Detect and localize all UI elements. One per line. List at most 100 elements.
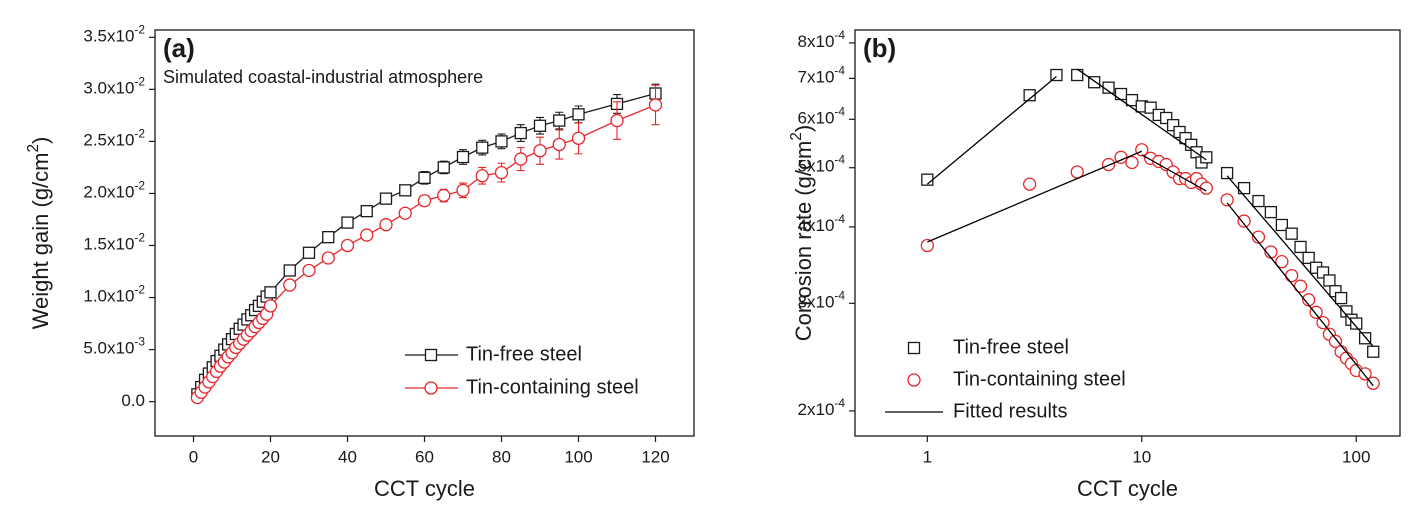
- marker-circle: [1293, 279, 1308, 293]
- marker-circle: [920, 238, 934, 253]
- marker-square: [418, 171, 431, 184]
- x-tick-label: 80: [492, 447, 511, 466]
- y-axis-label: Weight gain (g/cm2): [25, 137, 53, 330]
- x-tick-label: 100: [564, 447, 592, 466]
- marker-square: [514, 126, 527, 140]
- marker-square: [1367, 345, 1380, 358]
- marker-circle: [475, 169, 489, 183]
- marker-circle: [1275, 254, 1289, 269]
- marker-square: [437, 161, 450, 174]
- marker-circle: [1309, 305, 1323, 319]
- marker-square: [1302, 251, 1315, 265]
- marker-circle: [494, 165, 509, 180]
- x-tick-label: 1: [923, 447, 932, 466]
- marker-circle: [1328, 334, 1343, 348]
- marker-square: [379, 192, 393, 205]
- y-tick-label: 3.0x10-2: [83, 74, 145, 97]
- y-tick-label: 5.0x10-3: [83, 335, 145, 358]
- marker-square: [1144, 101, 1157, 114]
- marker-circle: [456, 183, 470, 197]
- marker-square: [1125, 93, 1139, 107]
- y-tick-label: 2x10-4: [798, 396, 846, 419]
- marker-circle: [417, 194, 432, 208]
- y-tick-label: 8x10-4: [798, 28, 846, 51]
- y-tick-label: 2.0x10-2: [83, 179, 145, 202]
- legend-label: Tin-containing steel: [953, 368, 1126, 390]
- marker-square: [495, 135, 508, 148]
- marker-circle: [1237, 214, 1251, 228]
- marker-square: [1252, 194, 1265, 208]
- y-tick-label: 2.5x10-2: [83, 127, 145, 150]
- legend-label: Fitted results: [953, 400, 1067, 422]
- x-tick-label: 60: [415, 447, 434, 466]
- marker-square: [1220, 166, 1234, 180]
- marker-circle: [437, 188, 451, 203]
- marker-square: [1264, 205, 1278, 219]
- annotation: Simulated coastal-industrial atmosphere: [163, 67, 483, 87]
- marker-square: [283, 264, 296, 277]
- y-tick-label: 1.0x10-2: [83, 283, 145, 306]
- y-tick-label: 1.5x10-2: [83, 231, 145, 254]
- marker-square: [424, 348, 438, 362]
- x-tick-label: 40: [338, 447, 357, 466]
- marker-square: [322, 231, 335, 244]
- marker-circle: [321, 251, 335, 265]
- marker-circle: [424, 381, 438, 395]
- marker-circle: [1022, 177, 1037, 191]
- marker-square: [1275, 218, 1289, 232]
- y-axis-label: Corrosion rate (g/cm2): [788, 125, 816, 341]
- marker-square: [1237, 181, 1251, 195]
- marker-circle: [1220, 193, 1234, 207]
- marker-circle: [379, 218, 393, 232]
- y-tick-label: 6x10-4: [798, 104, 846, 127]
- panel-label: (a): [163, 33, 195, 63]
- marker-square: [1050, 68, 1063, 82]
- marker-square: [302, 246, 316, 259]
- marker-circle: [398, 206, 412, 220]
- y-tick-label: 3x10-4: [798, 288, 846, 311]
- x-tick-label: 100: [1342, 447, 1370, 466]
- marker-circle: [302, 263, 316, 278]
- marker-square: [1160, 111, 1173, 125]
- fit-line: [926, 68, 1374, 387]
- marker-square: [1294, 240, 1307, 254]
- marker-square: [360, 204, 373, 218]
- x-tick-label: 10: [1132, 447, 1151, 466]
- marker-square: [476, 141, 489, 154]
- marker-square: [1358, 332, 1372, 345]
- marker-circle: [360, 228, 374, 242]
- marker-square: [1200, 151, 1213, 164]
- marker-square: [1334, 291, 1348, 305]
- marker-square: [1088, 76, 1101, 89]
- marker-circle: [907, 373, 921, 387]
- marker-circle: [1366, 376, 1380, 390]
- marker-circle: [571, 131, 586, 145]
- marker-circle: [610, 113, 624, 128]
- y-tick-label: 4x10-4: [798, 212, 846, 235]
- x-tick-label: 120: [641, 447, 669, 466]
- plot-frame: [154, 29, 695, 437]
- y-tick-label: 0.0: [121, 391, 145, 410]
- marker-circle: [340, 238, 355, 253]
- plot-frame: [854, 29, 1401, 437]
- marker-square: [1023, 89, 1036, 102]
- x-axis-label: CCT cycle: [374, 476, 475, 501]
- legend-label: Tin-free steel: [466, 343, 582, 365]
- marker-square: [907, 341, 921, 355]
- marker-square: [1166, 118, 1180, 132]
- x-tick-label: 20: [261, 447, 280, 466]
- marker-square: [264, 286, 277, 299]
- marker-circle: [263, 299, 278, 313]
- panel-label: (b): [863, 33, 896, 63]
- marker-square: [1316, 266, 1330, 279]
- marker-circle: [1125, 155, 1139, 170]
- y-tick-label: 3.5x10-2: [83, 22, 145, 45]
- legend-label: Tin-free steel: [953, 336, 1069, 358]
- marker-square: [399, 184, 412, 197]
- marker-square: [1285, 227, 1298, 240]
- y-tick-label: 5x10-4: [798, 153, 846, 176]
- marker-square: [456, 150, 470, 164]
- marker-circle: [648, 98, 663, 112]
- marker-circle: [1101, 157, 1116, 172]
